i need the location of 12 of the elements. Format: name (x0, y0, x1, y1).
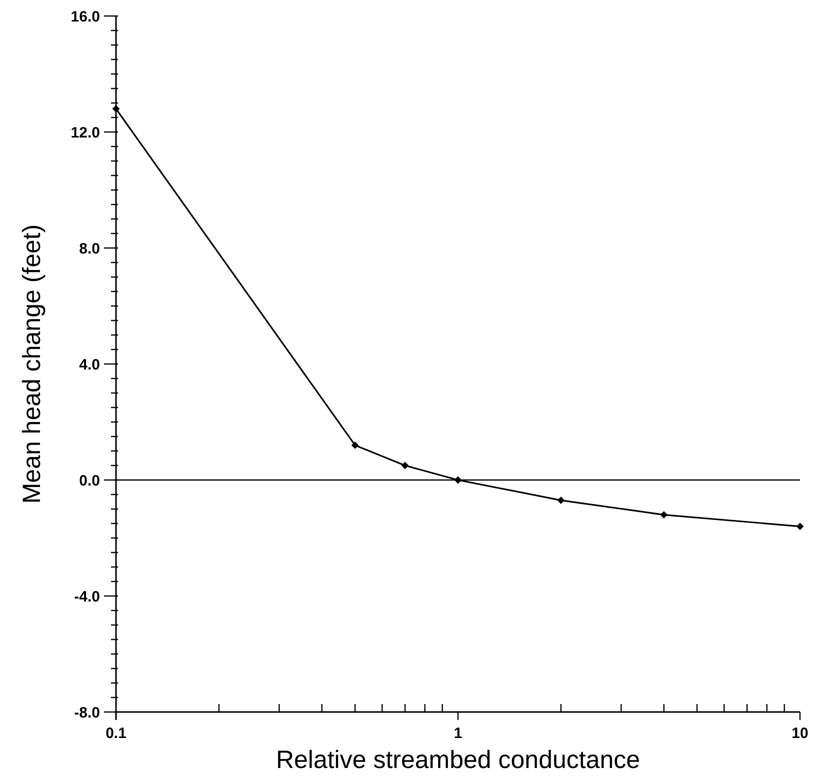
y-axis-title: Mean head change (feet) (18, 224, 46, 504)
x-tick-label: 1 (454, 725, 462, 742)
x-tick-label: 0.1 (106, 725, 126, 742)
y-tick-label: -8.0 (74, 704, 100, 722)
y-tick-label: 12.0 (70, 124, 100, 142)
y-tick-label: 4.0 (79, 356, 100, 374)
y-tick-label: 8.0 (79, 240, 100, 258)
y-tick-label: 16.0 (70, 8, 100, 26)
y-tick-label: 0.0 (79, 472, 100, 490)
y-tick-label: -4.0 (74, 588, 100, 606)
x-axis-title: Relative streambed conductance (276, 746, 640, 774)
x-tick-label: 10 (792, 725, 808, 742)
